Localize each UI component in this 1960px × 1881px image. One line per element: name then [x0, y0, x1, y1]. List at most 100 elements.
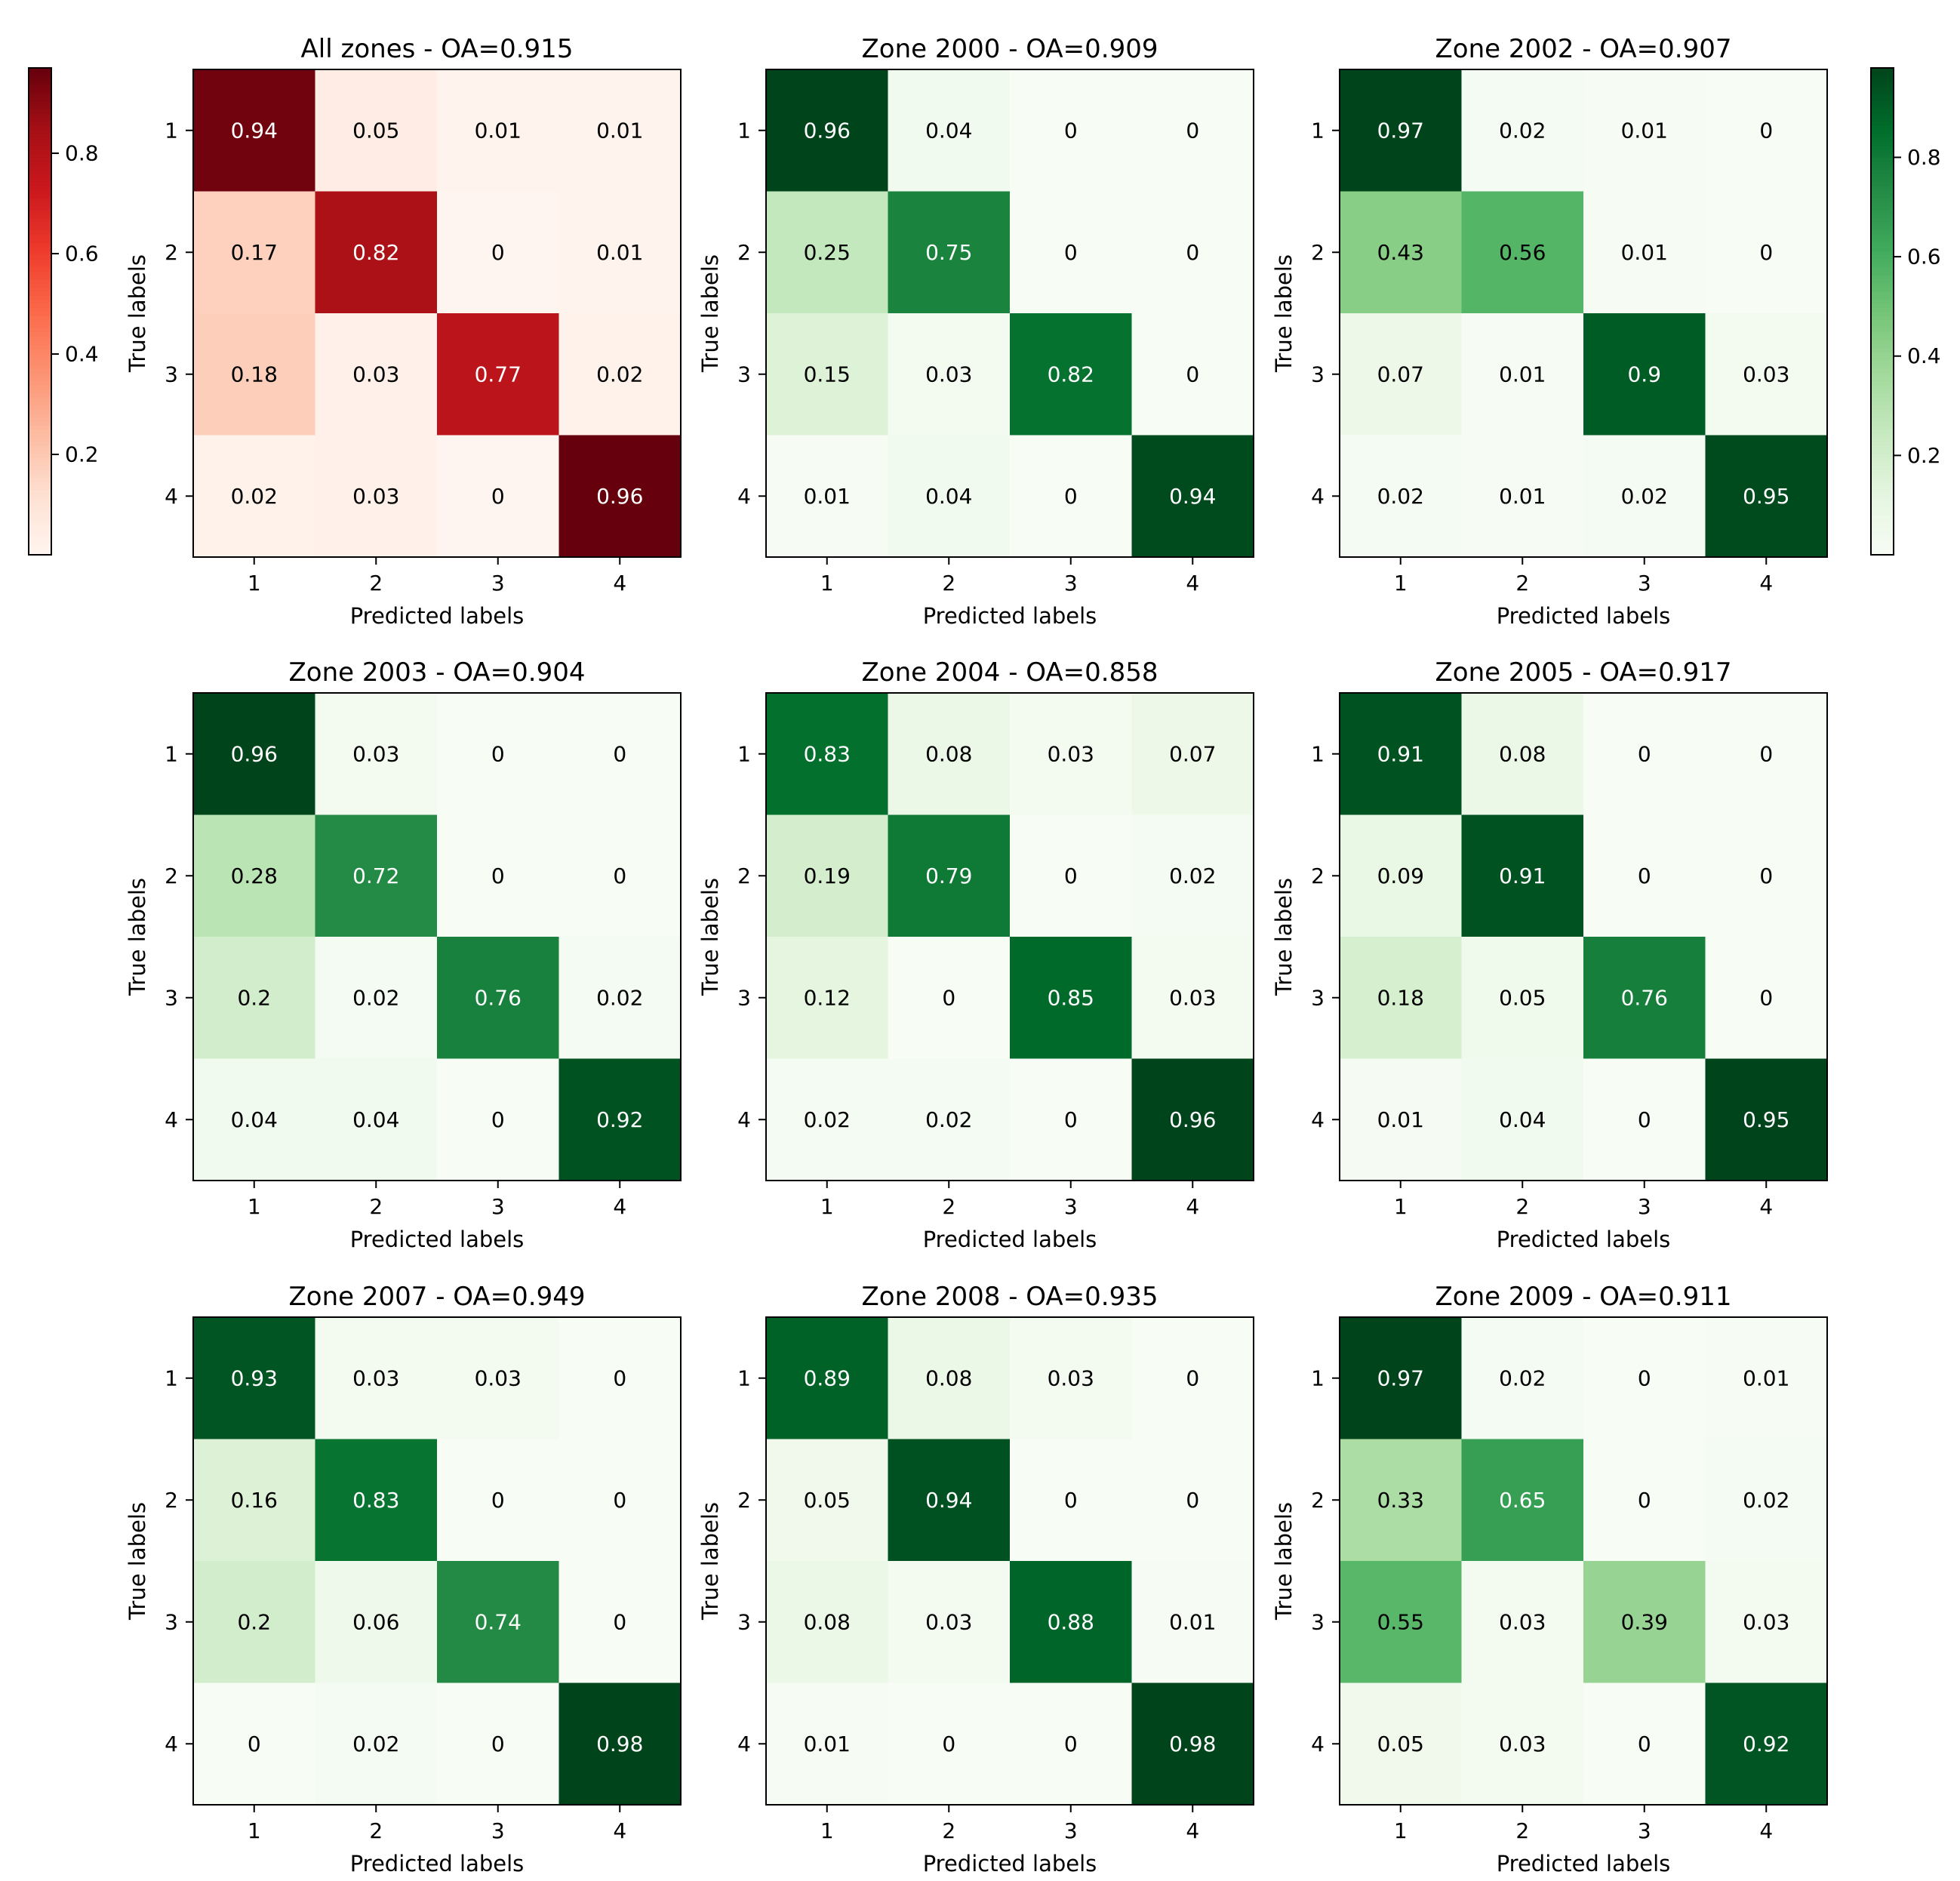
heatmap-cell [1705, 69, 1828, 192]
y-axis-label: True labels [1271, 878, 1297, 996]
y-tick-label: 2 [165, 1488, 178, 1513]
cell-value-label: 0.83 [804, 741, 851, 766]
colorbar-segment [29, 311, 51, 316]
cell-value-label: 0.91 [1499, 864, 1546, 888]
cell-value-label: 0.96 [596, 484, 643, 509]
heatmap-cell [1340, 1058, 1463, 1181]
colorbar-segment [29, 518, 51, 523]
heatmap-cell [1131, 69, 1254, 192]
colorbar-segment [29, 189, 51, 195]
colorbar-segment [29, 282, 51, 288]
x-tick-label: 4 [1186, 1818, 1199, 1843]
heatmap-cell [1583, 1317, 1706, 1440]
colorbar-segment [29, 323, 51, 328]
colorbar-segment [1871, 449, 1894, 454]
colorbar-segment [29, 120, 51, 126]
colorbar-segment [1871, 116, 1894, 122]
cell-value-label: 0 [1064, 1488, 1078, 1513]
y-tick-label: 3 [1311, 1609, 1325, 1634]
colorbar-segment [29, 494, 51, 499]
colorbar-segment [1871, 88, 1894, 94]
cell-value-label: 0.96 [231, 741, 278, 766]
colorbar-segment [29, 254, 51, 260]
heatmap-cell [1583, 313, 1706, 436]
cell-value-label: 0.74 [475, 1609, 522, 1634]
cell-value-label: 0.55 [1377, 1609, 1424, 1634]
colorbar-segment [1871, 92, 1894, 97]
cell-value-label: 0.88 [1048, 1609, 1094, 1634]
cell-value-label: 0 [1759, 741, 1773, 766]
heatmap-cell [437, 313, 560, 436]
cell-value-label: 0 [491, 864, 505, 888]
colorbar-segment [29, 376, 51, 381]
x-tick-label: 1 [248, 571, 261, 596]
heatmap-cell [1010, 313, 1133, 436]
cell-value-label: 0 [942, 1732, 955, 1756]
colorbar-segment [1871, 193, 1894, 199]
heatmap-cell [193, 693, 316, 816]
heatmap-cell [437, 693, 560, 816]
heatmap-cell [1705, 1439, 1828, 1562]
cell-value-label: 0.18 [1377, 985, 1424, 1010]
colorbar-segment [29, 352, 51, 357]
cell-value-label: 0.76 [1621, 985, 1668, 1010]
colorbar-segment [29, 238, 51, 243]
colorbar-segment [29, 328, 51, 333]
heatmap-cell [1705, 814, 1828, 937]
cell-value-label: 0.82 [352, 240, 399, 265]
cell-value-label: 0.83 [352, 1488, 399, 1513]
plot-frame [192, 1316, 682, 1806]
cell-value-label: 0.08 [925, 741, 972, 766]
cell-value-label: 0.04 [925, 484, 972, 509]
panel-title: Zone 2003 - OA=0.904 [288, 657, 585, 688]
cell-value-label: 0.79 [925, 864, 972, 888]
cell-value-label: 0.03 [352, 362, 399, 386]
colorbar-segment [29, 88, 51, 94]
cell-value-label: 0 [1638, 864, 1651, 888]
heatmap-cell [888, 69, 1011, 192]
colorbar-segment [29, 469, 51, 475]
colorbar-segment [29, 408, 51, 414]
cell-value-label: 0.08 [925, 1365, 972, 1390]
colorbar-segment [1871, 189, 1894, 195]
colorbar-segment [1871, 181, 1894, 186]
colorbar-segment [1871, 343, 1894, 349]
cell-value-label: 0.09 [1377, 864, 1424, 888]
cell-value-label: 0.05 [1499, 985, 1546, 1010]
heatmap-cell [888, 191, 1011, 314]
cell-value-label: 0.01 [1377, 1107, 1424, 1132]
y-tick-label: 1 [1311, 1365, 1325, 1390]
colorbar-segment [29, 295, 51, 300]
colorbar-segment [29, 80, 51, 85]
colorbar-segment [29, 400, 51, 405]
colorbar-segment [1871, 388, 1894, 393]
cell-value-label: 0 [613, 1488, 626, 1513]
y-tick-label: 4 [165, 1732, 178, 1756]
heatmap-cell [558, 435, 682, 558]
heatmap-cell [193, 1561, 316, 1684]
panel-title: Zone 2002 - OA=0.907 [1435, 34, 1731, 64]
colorbar-segment [1871, 275, 1894, 280]
colorbar-segment [1871, 494, 1894, 499]
colorbar-segment [1871, 502, 1894, 507]
cell-value-label: 0.56 [1499, 240, 1546, 265]
cell-value-label: 0 [1064, 484, 1078, 509]
cell-value-label: 0.12 [804, 985, 851, 1010]
cell-value-label: 0.02 [804, 1107, 851, 1132]
colorbar-segment [1871, 254, 1894, 260]
cell-value-label: 0 [491, 1732, 505, 1756]
cell-value-label: 0 [1064, 118, 1078, 143]
cell-value-label: 0 [1186, 1488, 1199, 1513]
colorbar-segment [1871, 352, 1894, 357]
plot-frame [765, 69, 1254, 558]
y-tick-label: 2 [165, 240, 178, 265]
heatmap-cell [558, 814, 682, 937]
cell-value-label: 0.43 [1377, 240, 1424, 265]
cell-value-label: 0.05 [804, 1488, 851, 1513]
colorbar-segment [1871, 437, 1894, 442]
cell-value-label: 0.28 [231, 864, 278, 888]
heatmap-cell [1583, 1682, 1706, 1806]
colorbar-segment [1871, 461, 1894, 466]
colorbar-segment [29, 429, 51, 434]
colorbar-segment [29, 546, 51, 552]
